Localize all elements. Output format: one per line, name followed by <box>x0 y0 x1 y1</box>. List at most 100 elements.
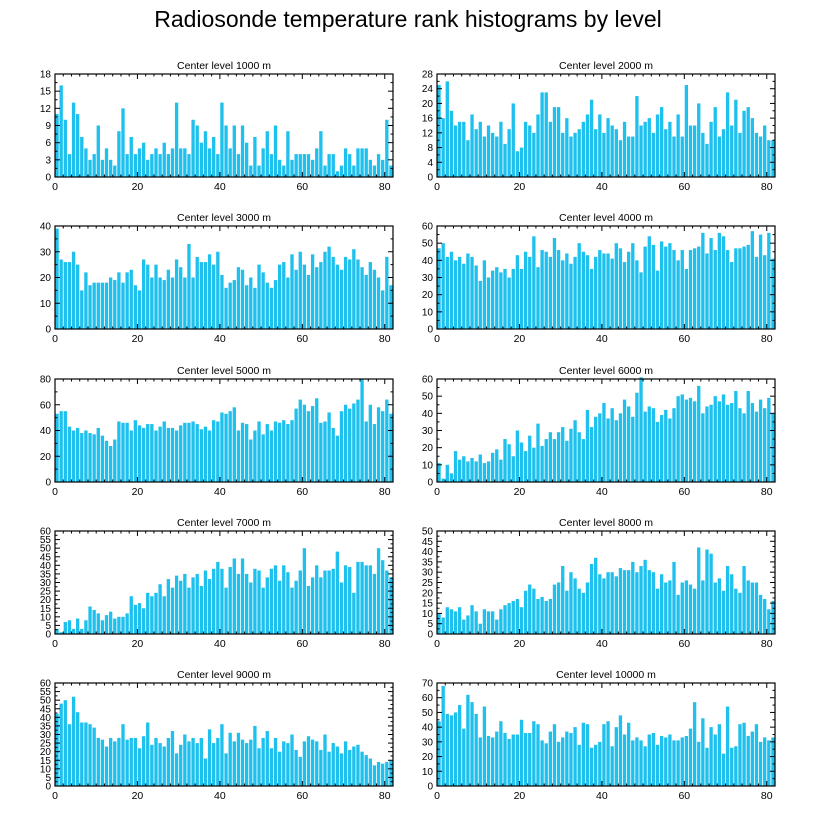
histogram-bar <box>294 749 298 786</box>
histogram-bar <box>556 432 561 482</box>
y-tick-label: 20 <box>40 747 52 758</box>
histogram-bar <box>734 746 738 786</box>
histogram-bar <box>113 165 117 177</box>
histogram-bar <box>265 131 269 177</box>
histogram-bar <box>466 140 470 177</box>
histogram-bar <box>71 696 76 786</box>
y-tick-label: 60 <box>40 527 52 538</box>
histogram-bar <box>639 740 643 786</box>
histogram-bar <box>713 250 717 329</box>
histogram-bar <box>220 724 224 786</box>
histogram-bar <box>108 277 113 329</box>
histogram-bar <box>544 92 548 177</box>
histogram-bar <box>191 421 195 482</box>
histogram-bar <box>490 452 495 482</box>
y-tick-label: 35 <box>40 721 52 732</box>
y-tick-label: 15 <box>40 756 52 767</box>
histogram-bar <box>253 430 257 482</box>
histogram-bar <box>228 567 232 634</box>
histogram-bar <box>664 737 668 786</box>
histogram-bar <box>162 280 166 329</box>
histogram-bar <box>688 125 693 177</box>
x-tick-label: 60 <box>678 181 690 193</box>
histogram-bar <box>639 377 643 482</box>
histogram-bar <box>137 603 142 634</box>
histogram-bar <box>174 575 179 634</box>
histogram-bar <box>540 596 544 634</box>
histogram-bar <box>536 423 540 482</box>
histogram-bar <box>585 724 590 786</box>
y-tick-label: 18 <box>40 70 52 81</box>
histogram-bar <box>249 165 253 177</box>
histogram-bar <box>261 737 265 786</box>
histogram-bar <box>356 399 360 482</box>
histogram-bar <box>486 735 491 786</box>
histogram-bar <box>709 553 713 634</box>
histogram-bar <box>113 618 117 634</box>
panel-title: Center level 3000 m <box>177 212 271 224</box>
histogram-bar <box>589 563 594 634</box>
histogram-bar <box>137 748 142 786</box>
y-tick-label: 10 <box>422 767 434 778</box>
histogram-bar <box>335 264 340 330</box>
histogram-bar <box>339 582 344 634</box>
x-tick-label: 0 <box>52 181 58 193</box>
histogram-bar <box>631 561 635 634</box>
y-tick-label: 60 <box>40 400 52 411</box>
histogram-bar <box>335 746 340 786</box>
histogram-bar <box>166 269 171 329</box>
histogram-bar <box>381 159 385 177</box>
histogram-bar <box>96 613 100 634</box>
histogram-bar <box>750 231 754 329</box>
panel-title: Center level 1000 m <box>177 60 271 72</box>
x-tick-label: 80 <box>379 486 391 498</box>
histogram-bar <box>220 568 224 634</box>
histogram-bar <box>713 734 717 786</box>
histogram-bar <box>158 277 162 329</box>
histogram-bar <box>705 406 709 482</box>
histogram-bar <box>482 609 487 634</box>
histogram-panel-4: Center level 4000 m 0 20 40 60 80 0 10 20 30 40 50 6… <box>422 212 776 345</box>
histogram-bar <box>261 148 265 177</box>
histogram-bar <box>750 582 754 634</box>
histogram-bar <box>331 154 335 177</box>
histogram-bar <box>298 399 302 482</box>
histogram-bar <box>381 560 385 634</box>
histogram-bar <box>137 148 142 177</box>
histogram-bar <box>199 262 203 329</box>
histogram-bar <box>376 548 381 634</box>
histogram-bar <box>474 611 478 634</box>
x-tick-label: 20 <box>132 638 144 650</box>
histogram-bar <box>767 609 771 634</box>
histogram-bar <box>627 136 631 177</box>
histogram-bar <box>499 121 503 177</box>
histogram-bar <box>705 253 709 329</box>
histogram-bar <box>730 403 734 482</box>
y-tick-label: 24 <box>422 84 434 95</box>
histogram-bar <box>441 118 445 177</box>
x-tick-label: 80 <box>379 638 391 650</box>
histogram-bar <box>310 577 315 634</box>
histogram-bar <box>315 267 319 329</box>
y-tick-label: 5 <box>45 621 51 632</box>
histogram-bar <box>482 463 487 482</box>
histogram-bar <box>684 268 689 329</box>
histogram-bar <box>536 267 540 329</box>
histogram-bar <box>113 439 117 482</box>
histogram-bar <box>655 588 660 634</box>
histogram-bar <box>302 404 307 482</box>
histogram-bar <box>129 136 133 177</box>
histogram-bar <box>697 741 701 786</box>
histogram-bar <box>618 568 623 634</box>
histogram-bar <box>495 619 499 634</box>
histogram-bar <box>470 114 474 177</box>
histogram-bar <box>183 422 187 482</box>
histogram-bar <box>290 420 294 482</box>
histogram-bar <box>519 268 524 329</box>
histogram-bar <box>466 615 470 634</box>
histogram-bar <box>589 747 594 786</box>
histogram-bar <box>389 285 393 329</box>
histogram-bar <box>478 280 482 329</box>
histogram-bar <box>240 739 245 786</box>
histogram-bar <box>306 154 311 177</box>
